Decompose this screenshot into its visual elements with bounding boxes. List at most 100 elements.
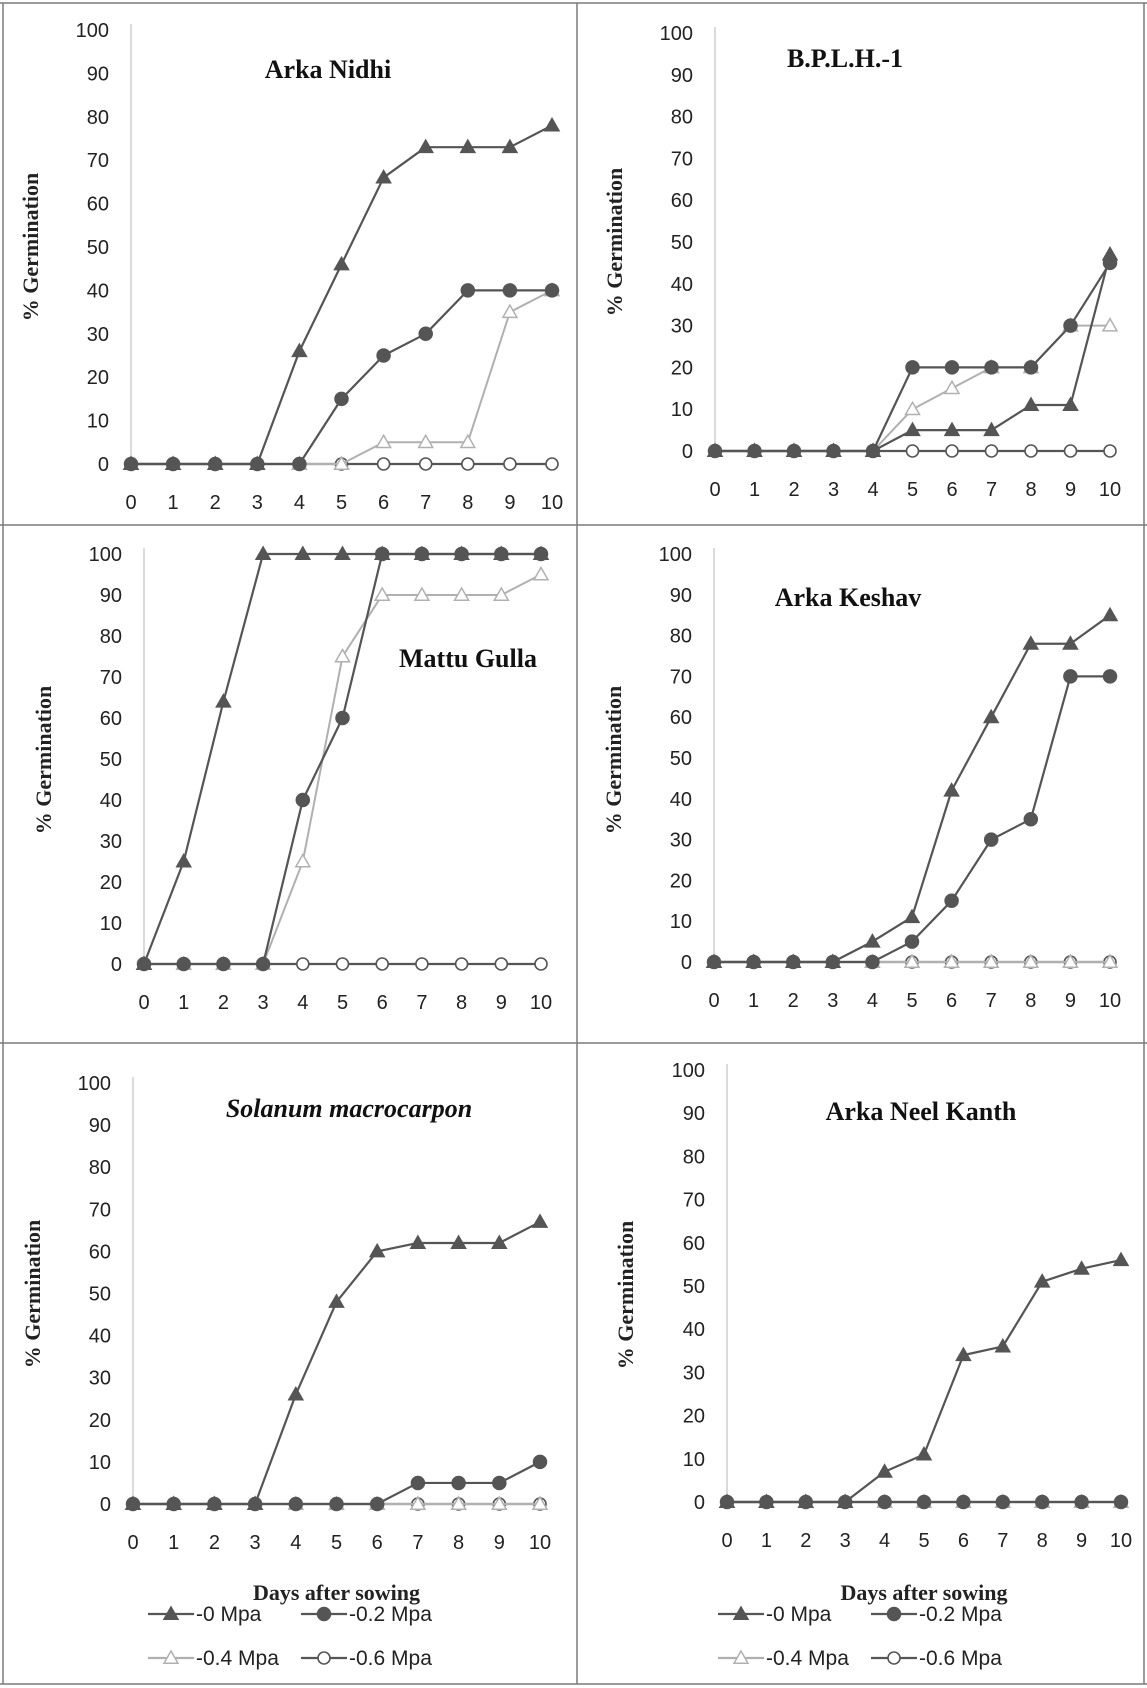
x-tick-label: 3 [840,1530,851,1552]
legend-1: -0 Mpa -0.2 Mpa -0.4 Mpa -0.6 Mpa [148,1603,432,1670]
y-tick-label: 30 [87,324,109,346]
series-0-Mpa-mpa [718,1251,1130,1508]
x-tick-label: 9 [1065,990,1076,1012]
data-point [904,934,920,949]
legend-label: -0.2 Mpa [919,1603,1002,1626]
series-0-4-Mpa-mpa [122,281,561,470]
x-tick-label: 8 [1025,990,1036,1012]
data-point [409,1234,427,1249]
chart-title: Arka Nidhi [265,55,391,84]
data-point [503,457,517,471]
data-point [369,1496,385,1512]
legend-swatch-marker [316,1606,332,1622]
chart-title: Arka Neel Kanth [826,1097,1017,1126]
data-point [758,1493,775,1508]
data-point [864,933,881,948]
data-point [450,1234,467,1249]
data-point [460,457,475,471]
data-point [453,545,470,560]
series-line [131,289,553,465]
data-point [418,326,433,342]
data-point [943,953,960,968]
y-tick-label: 30 [89,1368,111,1390]
data-point [1101,317,1119,332]
data-point [903,908,921,924]
legend-label: -0.2 Mpa [349,1603,432,1626]
data-point [246,1495,264,1510]
x-tick-label: 6 [958,1530,969,1552]
x-tick-label: 10 [541,492,563,514]
series-0-4-Mpa-mpa [135,565,550,970]
data-point [164,455,182,470]
series-0-Mpa-mpa [122,116,561,470]
y-tick-label: 0 [682,441,693,463]
x-axis-title: Days after sowing [840,1580,1007,1605]
y-tick-label: 70 [670,666,692,688]
data-point [1074,1494,1089,1510]
data-point [334,545,351,560]
legend-label: -0.4 Mpa [196,1647,279,1670]
data-point [206,1495,223,1510]
data-point [746,442,763,457]
data-point [175,852,192,868]
y-tick-label: 70 [100,667,122,689]
y-tick-label: 10 [683,1449,705,1471]
data-point [493,545,510,560]
y-tick-label: 0 [681,952,692,974]
y-tick-label: 80 [670,626,692,648]
data-point [915,1445,933,1461]
data-point [982,953,1000,968]
data-point [494,957,509,971]
y-tick-label: 20 [670,870,692,892]
legend-label: -0.4 Mpa [766,1647,849,1670]
legend-swatch-marker [162,1605,180,1620]
data-point [295,957,310,971]
y-tick-label: 90 [89,1115,111,1137]
y-tick-label: 70 [683,1190,705,1212]
data-point [459,433,477,449]
x-tick-label: 7 [416,992,427,1014]
x-tick-label: 10 [530,992,552,1014]
data-point [905,444,920,458]
data-point [532,565,550,581]
data-point [288,1496,304,1512]
data-point [450,1495,467,1510]
x-tick-label: 2 [800,1530,811,1552]
data-point [543,116,561,132]
x-tick-label: 0 [127,1532,138,1554]
data-point [916,1494,932,1510]
y-tick-label: 0 [98,454,109,476]
y-axis-title: % Germination [601,686,626,835]
series-line [144,573,542,965]
data-point [1073,1260,1090,1275]
y-tick-label: 30 [670,830,692,852]
legend-item: -0.2 Mpa [871,1603,1002,1626]
y-tick-label: 80 [100,626,122,648]
data-point [545,457,559,471]
x-tick-label: 8 [453,1532,464,1554]
data-point [333,455,350,470]
x-tick-label: 9 [494,1532,505,1554]
data-point [1063,669,1078,684]
data-point [334,391,349,407]
data-point [1062,953,1079,968]
data-point [943,379,961,395]
legend-item: -0.6 Mpa [301,1647,432,1670]
data-point [216,956,231,972]
x-tick-label: 9 [1065,479,1076,501]
y-tick-label: 80 [683,1146,705,1168]
data-point [534,957,548,971]
series-0-Mpa-mpa [135,545,550,970]
series-0-2-Mpa-mpa [706,669,1118,970]
data-point [797,1493,815,1508]
x-tick-label: 10 [529,1532,551,1554]
y-tick-label: 30 [100,831,122,853]
series-0-Mpa-mpa [705,606,1119,968]
y-tick-label: 50 [89,1284,111,1306]
data-point [165,1495,182,1510]
data-point [413,586,431,601]
x-tick-label: 1 [168,492,179,514]
x-tick-label: 0 [125,492,136,514]
x-tick-label: 6 [372,1532,383,1554]
data-point [491,1495,508,1510]
